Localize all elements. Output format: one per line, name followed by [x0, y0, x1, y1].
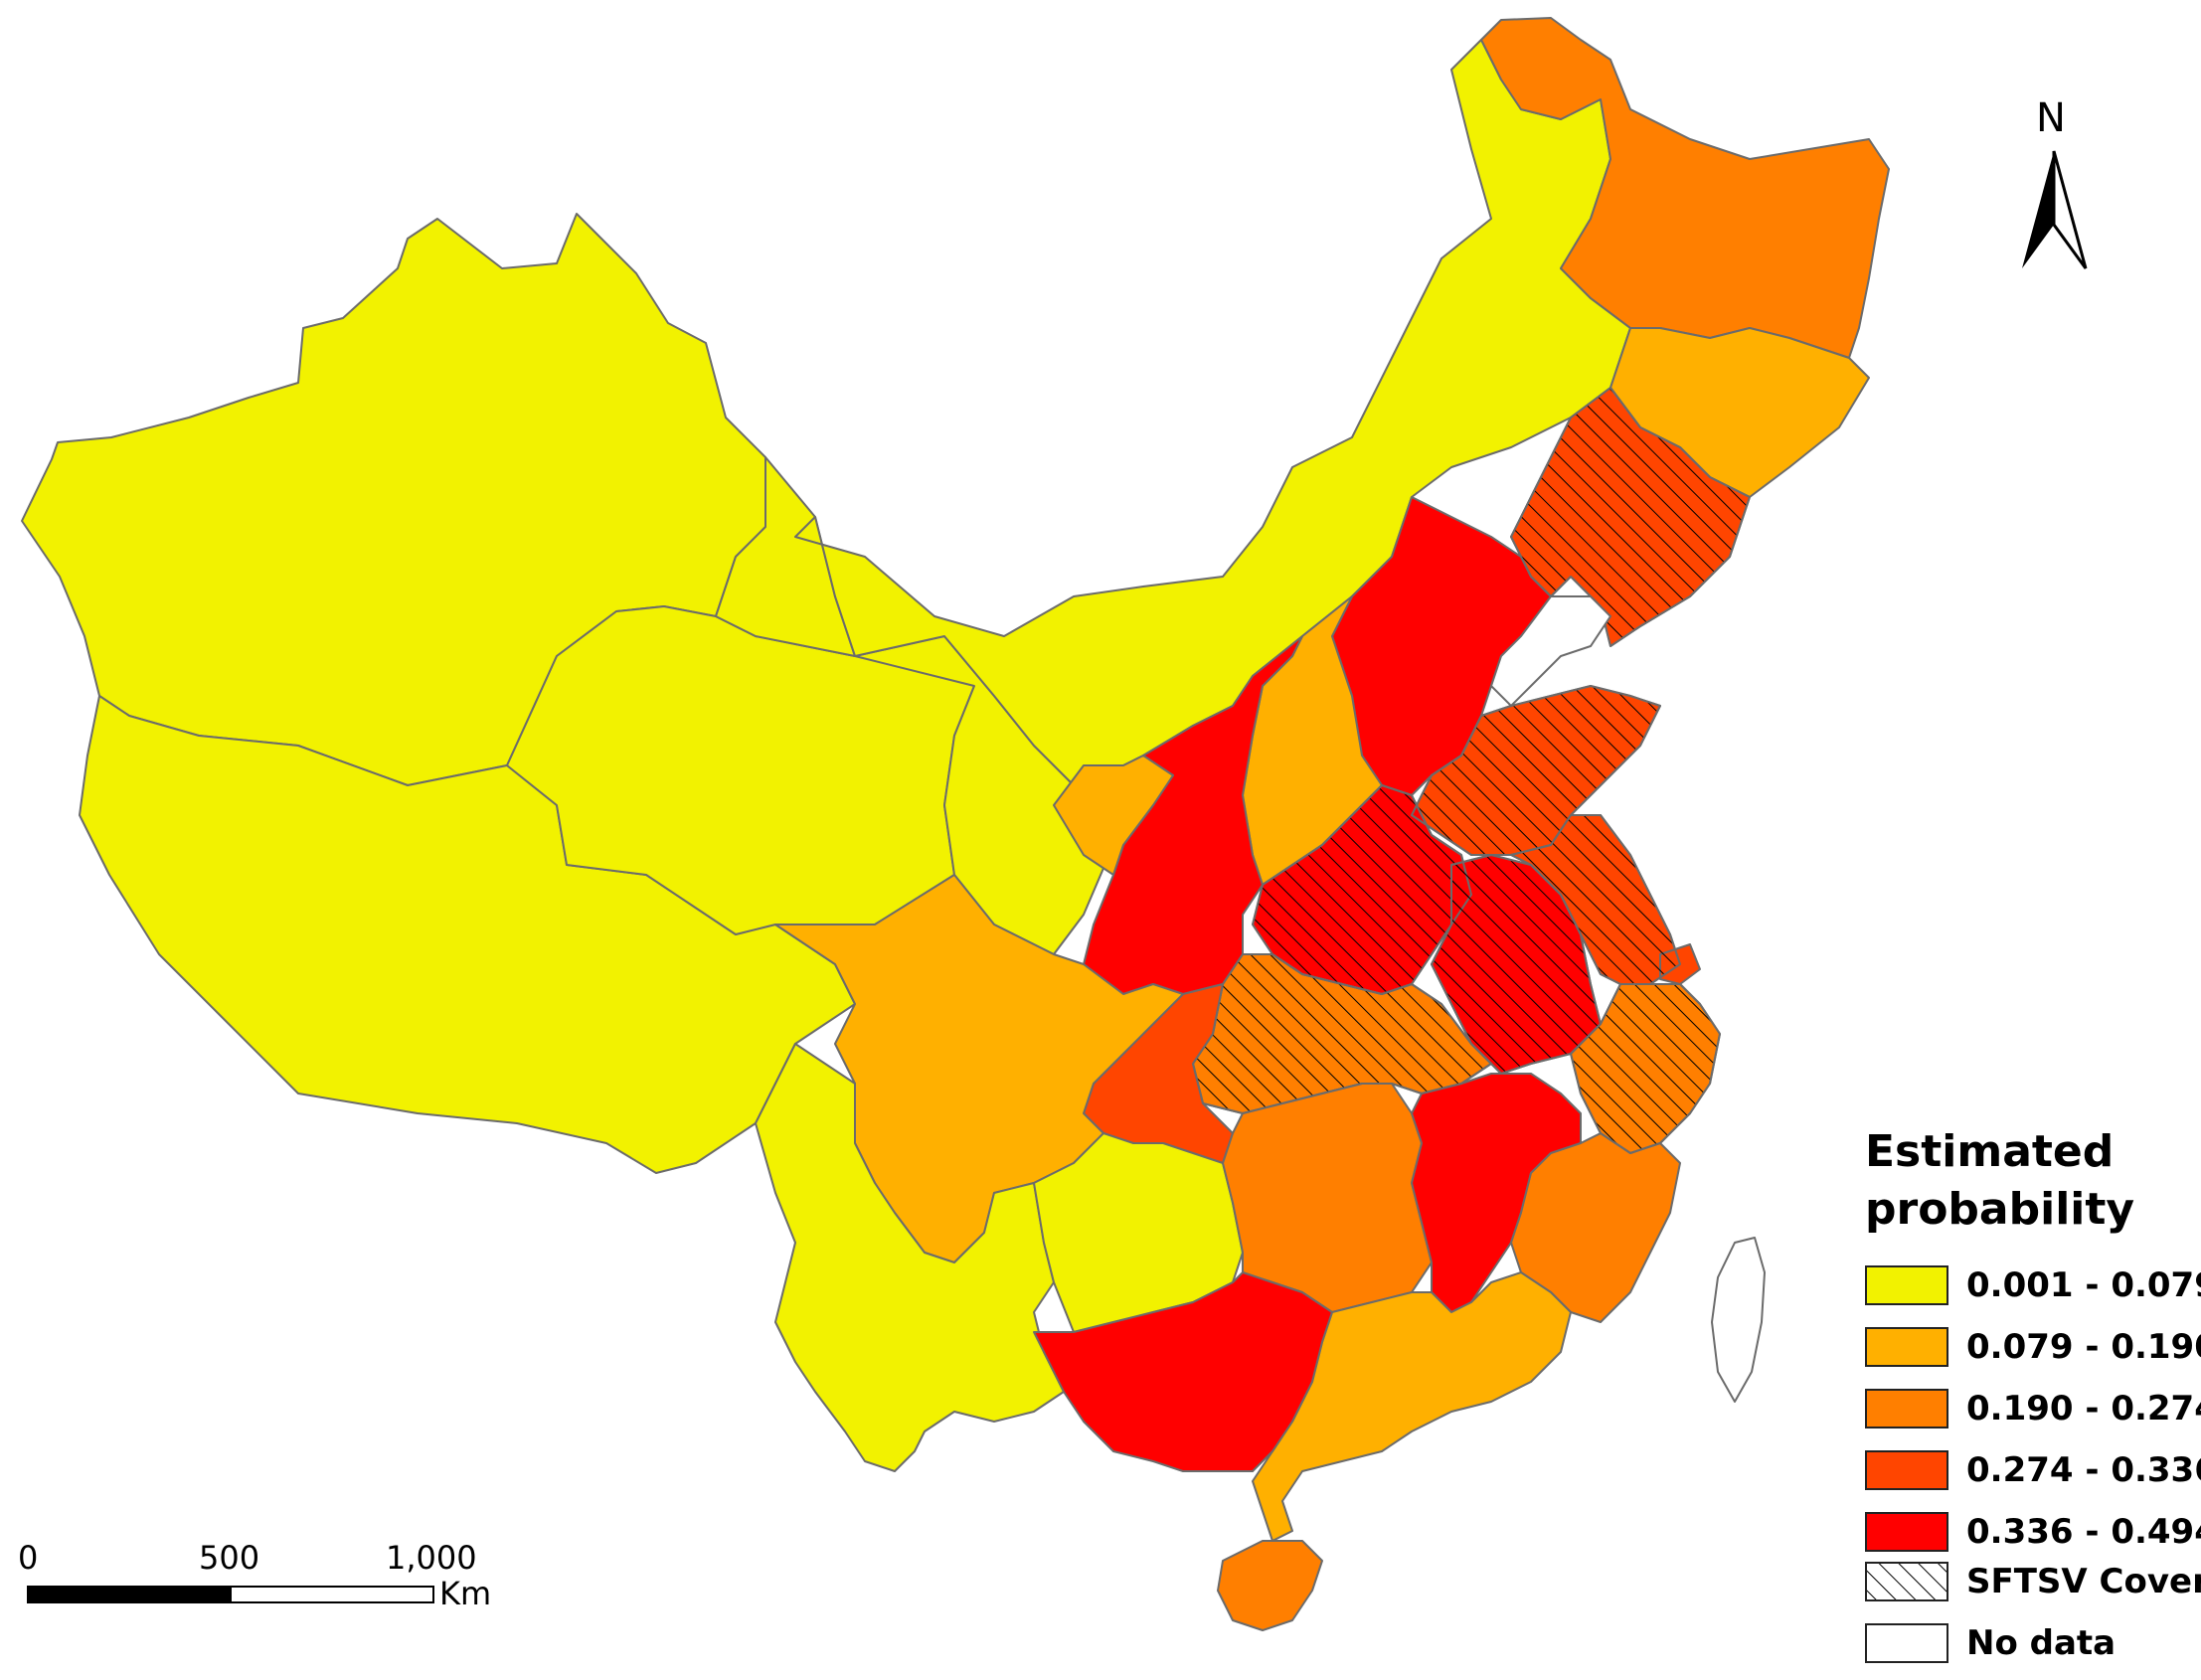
region-taiwan: [1711, 1237, 1766, 1403]
north-label: N: [2036, 95, 2066, 141]
legend-label-class-1: 0.079 - 0.190: [1966, 1327, 2201, 1367]
region-guangxi: [1033, 1271, 1333, 1472]
legend-row-class-2: 0.190 - 0.274: [1865, 1380, 2201, 1437]
region-shandong-hatch: [1411, 685, 1661, 856]
legend-title: Estimated probability: [1865, 1123, 2134, 1239]
legend-swatch-no-data: [1865, 1623, 1948, 1663]
legend-label-class-3: 0.274 - 0.336: [1966, 1450, 2201, 1490]
legend-row-no-data: No data: [1865, 1614, 2116, 1672]
north-arrow-icon: [2022, 150, 2088, 269]
scale-bar: [27, 1586, 434, 1603]
region-guangdong: [1252, 1271, 1572, 1542]
legend-swatch-class-2: [1865, 1389, 1948, 1428]
legend-row-class-0: 0.001 - 0.079: [1865, 1257, 2201, 1314]
region-zhejiang-hatch: [1570, 983, 1721, 1154]
legend-row-class-3: 0.274 - 0.336: [1865, 1441, 2201, 1499]
legend-swatch-class-3: [1865, 1450, 1948, 1490]
region-jiangsu-hatch: [1510, 814, 1681, 985]
legend-swatch-class-1: [1865, 1327, 1948, 1367]
scale-tick-500: 500: [199, 1539, 260, 1577]
region-ningxia: [1053, 755, 1174, 876]
region-fujian: [1510, 1132, 1681, 1323]
scale-bar-black-segment: [27, 1586, 232, 1603]
scale-bar-white-segment: [230, 1586, 434, 1603]
region-hainan: [1217, 1540, 1323, 1631]
legend-swatch-class-4: [1865, 1512, 1948, 1552]
legend-label-class-0: 0.001 - 0.079: [1966, 1265, 2201, 1305]
legend-label-no-data: No data: [1966, 1623, 2116, 1663]
legend-row-sftsv-cover: SFTSV Cover: [1958, 1553, 2201, 1610]
legend-swatch-sftsv-cover: [1865, 1562, 1948, 1601]
legend-row-class-4: 0.336 - 0.494: [1865, 1503, 2201, 1561]
region-hubei-hatch: [1192, 953, 1492, 1114]
bohai-sea: [1489, 595, 1612, 708]
legend-title-line1: Estimated: [1865, 1126, 2115, 1177]
legend-label-class-4: 0.336 - 0.494: [1966, 1512, 2201, 1552]
province-regions: [21, 17, 1890, 1631]
region-liaoning-hatch: [1510, 387, 1751, 647]
scale-tick-0: 0: [18, 1539, 39, 1577]
legend-label-class-2: 0.190 - 0.274: [1966, 1389, 2201, 1428]
scale-unit: Km: [439, 1575, 492, 1612]
legend-row-class-1: 0.079 - 0.190: [1865, 1318, 2201, 1376]
legend-title-line2: probability: [1865, 1184, 2135, 1235]
legend-label-sftsv-cover: SFTSV Cover: [1966, 1562, 2201, 1601]
scale-tick-1000: 1,000: [386, 1539, 477, 1577]
legend-swatch-class-0: [1865, 1265, 1948, 1305]
